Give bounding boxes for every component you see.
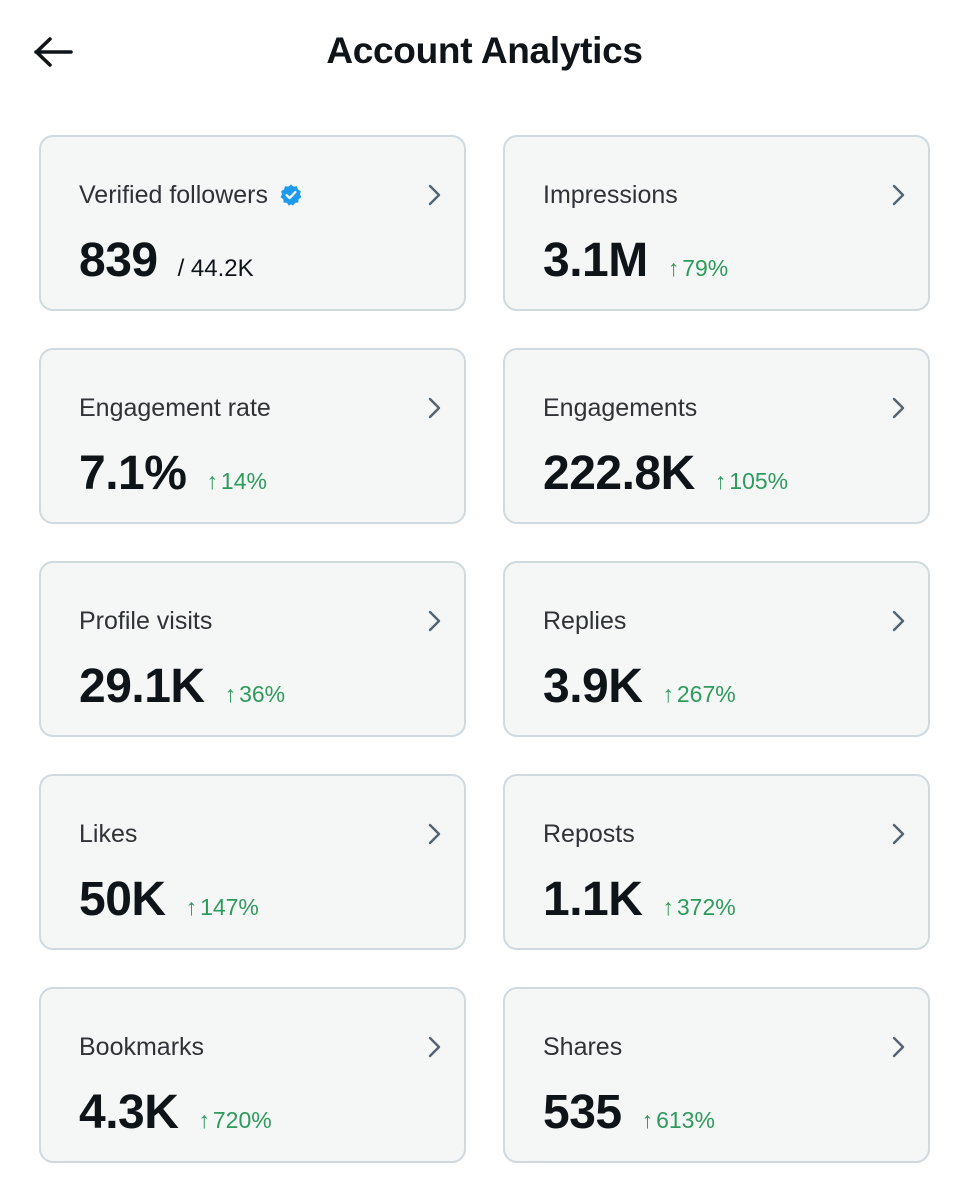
chevron-right-icon [428,610,441,632]
value-row: 29.1K ↑ 36% [79,657,285,717]
metric-value: 3.1M [543,234,648,287]
chevron-right-icon [892,610,905,632]
metric-value: 1.1K [543,873,643,926]
chevron-right-icon [892,823,905,845]
metric-change: ↑ 613% [642,1107,715,1134]
arrow-up-icon: ↑ [206,468,218,494]
metric-card-profile-visits[interactable]: Profile visits 29.1K ↑ 36% [39,561,466,737]
card-label-row: Replies [543,605,626,637]
chevron-right-icon [428,184,441,206]
top-bar: Account Analytics [0,0,969,104]
change-percent: 613% [656,1107,715,1133]
metric-value: 4.3K [79,1086,179,1139]
value-row: 839 / 44.2K [79,231,254,291]
arrow-up-icon: ↑ [185,894,198,920]
metric-value: 839 [79,234,158,287]
arrow-up-icon: ↑ [714,468,727,494]
change-percent: 36% [239,681,286,707]
chevron-right-icon [428,1036,441,1058]
metric-value: 7.1% [79,447,187,500]
metric-card-verified-followers[interactable]: Verified followers 839 / 44.2K [39,135,466,311]
metric-card-engagements[interactable]: Engagements 222.8K ↑ 105% [503,348,930,524]
page-title: Account Analytics [326,30,643,71]
metric-card-impressions[interactable]: Impressions 3.1M ↑ 79% [503,135,930,311]
metric-value: 29.1K [79,660,205,713]
metric-label: Impressions [543,181,678,209]
verified-badge-icon [280,184,302,206]
value-row: 4.3K ↑ 720% [79,1083,272,1143]
metric-value: 535 [543,1086,622,1139]
metric-total: / 44.2K [177,255,254,282]
metric-label: Shares [543,1033,623,1061]
arrow-up-icon: ↑ [198,1107,210,1133]
metric-card-likes[interactable]: Likes 50K ↑ 147% [39,774,466,950]
metric-change: ↑ 720% [198,1107,271,1134]
card-label-row: Engagements [543,392,697,424]
arrow-up-icon: ↑ [224,681,237,707]
metric-label: Likes [79,820,138,848]
change-percent: 267% [676,681,736,707]
arrow-left-icon [34,37,73,67]
value-row: 1.1K ↑ 372% [543,870,736,930]
value-row: 3.1M ↑ 79% [543,231,728,291]
back-button[interactable] [26,26,82,78]
metric-change: ↑ 36% [225,681,286,708]
arrow-up-icon: ↑ [641,1107,654,1133]
chevron-right-icon [428,823,441,845]
metrics-grid: Verified followers 839 / 44.2K Impressio… [39,135,930,1163]
change-percent: 14% [220,468,267,494]
metric-label: Replies [543,607,627,635]
metric-change: ↑ 14% [206,468,267,495]
value-row: 535 ↑ 613% [543,1083,715,1143]
metric-value: 222.8K [543,447,695,500]
card-label-row: Impressions [543,179,678,211]
arrow-up-icon: ↑ [667,255,680,281]
arrow-up-icon: ↑ [662,681,674,707]
metric-label: Profile visits [79,607,213,635]
card-label-row: Likes [79,818,137,850]
change-percent: 147% [200,894,259,920]
metric-card-replies[interactable]: Replies 3.9K ↑ 267% [503,561,930,737]
chevron-right-icon [892,397,905,419]
change-percent: 372% [676,894,736,920]
value-row: 50K ↑ 147% [79,870,259,930]
arrow-up-icon: ↑ [662,894,674,920]
metric-change: ↑ 79% [668,255,729,282]
metric-value: 3.9K [543,660,643,713]
metric-card-reposts[interactable]: Reposts 1.1K ↑ 372% [503,774,930,950]
metric-label: Verified followers [79,181,268,209]
card-label-row: Bookmarks [79,1031,204,1063]
card-label-row: Verified followers [79,179,303,211]
card-label-row: Profile visits [79,605,212,637]
change-percent: 720% [212,1107,272,1133]
metric-value: 50K [79,873,166,926]
metric-label: Reposts [543,820,635,848]
card-label-row: Shares [543,1031,622,1063]
metric-change: ↑ 147% [186,894,259,921]
metric-card-shares[interactable]: Shares 535 ↑ 613% [503,987,930,1163]
chevron-right-icon [892,184,905,206]
metric-card-bookmarks[interactable]: Bookmarks 4.3K ↑ 720% [39,987,466,1163]
value-row: 7.1% ↑ 14% [79,444,267,504]
chevron-right-icon [428,397,441,419]
metric-label: Engagements [543,394,698,422]
metric-change: ↑ 105% [715,468,788,495]
metric-label: Bookmarks [79,1033,205,1061]
metric-change: ↑ 267% [662,681,735,708]
value-row: 222.8K ↑ 105% [543,444,788,504]
metric-label: Engagement rate [79,394,271,422]
change-percent: 79% [682,255,729,281]
change-percent: 105% [729,468,789,494]
card-label-row: Engagement rate [79,392,271,424]
metric-card-engagement-rate[interactable]: Engagement rate 7.1% ↑ 14% [39,348,466,524]
chevron-right-icon [892,1036,905,1058]
metric-change: ↑ 372% [662,894,735,921]
card-label-row: Reposts [543,818,635,850]
value-row: 3.9K ↑ 267% [543,657,736,717]
